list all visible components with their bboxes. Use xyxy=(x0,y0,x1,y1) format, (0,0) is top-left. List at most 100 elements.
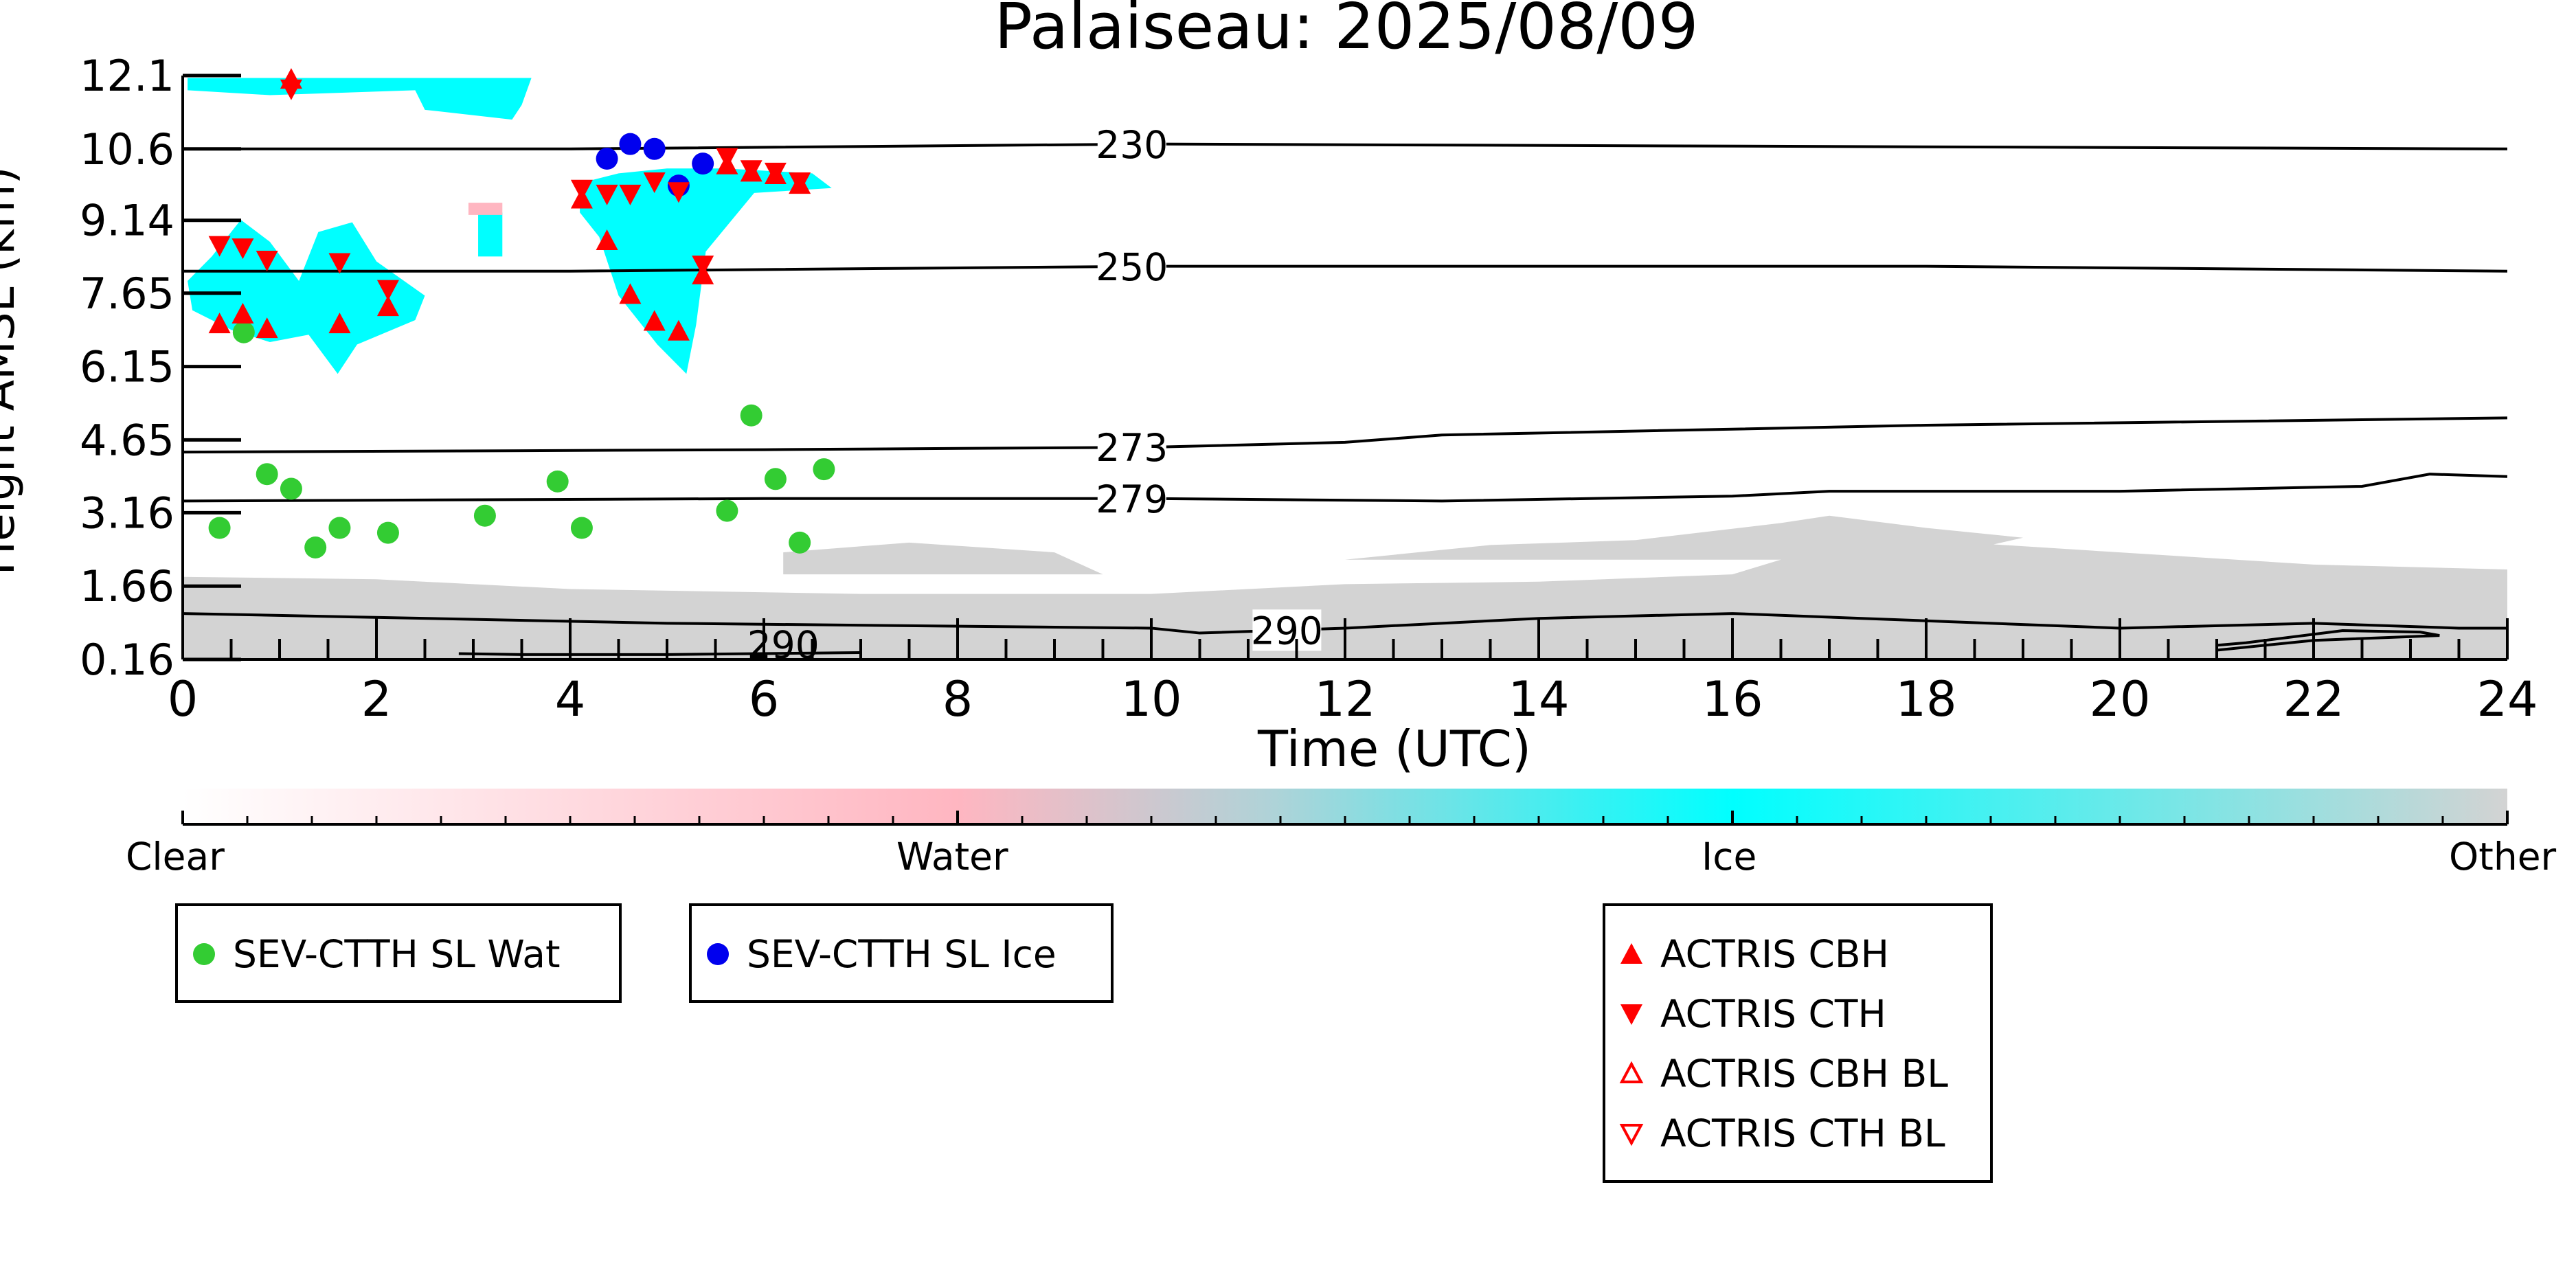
point-actris-cth xyxy=(764,162,787,183)
legend-item-sev-wat: SEV-CTTH SL Wat xyxy=(190,934,561,975)
y-tick-label: 6.15 xyxy=(80,342,174,392)
point-actris-cth xyxy=(789,172,811,194)
point-sev-ctth-sl-wat xyxy=(546,470,569,493)
other-field-patch xyxy=(783,542,1103,575)
point-sev-ctth-sl-wat xyxy=(716,499,738,522)
point-actris-cth xyxy=(280,79,302,100)
y-tick-label: 0.16 xyxy=(80,635,174,685)
other-field-patch xyxy=(1345,515,2023,560)
triangle-down-open-icon xyxy=(1618,1120,1645,1147)
legend-label: SEV-CTTH SL Wat xyxy=(233,932,561,976)
point-sev-ctth-sl-wat xyxy=(208,517,231,539)
legend-label: ACTRIS CBH BL xyxy=(1660,1052,1948,1096)
point-sev-ctth-sl-ice xyxy=(643,137,666,160)
point-sev-ctth-sl-wat xyxy=(570,517,593,539)
y-tick-label: 12.1 xyxy=(80,51,174,101)
ice-field-patch xyxy=(188,78,532,120)
point-actris-cth xyxy=(619,184,642,205)
point-actris-cth xyxy=(692,256,714,277)
triangle-up-icon xyxy=(1618,940,1645,968)
legend-item-actris-cth-bl: ACTRIS CTH BL xyxy=(1618,1113,1945,1154)
x-tick-label: 4 xyxy=(555,671,586,727)
y-tick-label: 1.66 xyxy=(80,561,174,611)
point-sev-ctth-sl-ice xyxy=(692,152,714,175)
colorbar-ticks xyxy=(181,811,2509,824)
legend-label: SEV-CTTH SL Ice xyxy=(747,932,1057,976)
legend-ice: SEV-CTTH SL Ice xyxy=(689,903,1114,1003)
point-actris-cbh xyxy=(256,317,278,339)
legend-label: ACTRIS CTH BL xyxy=(1660,1111,1945,1155)
point-sev-ctth-sl-wat xyxy=(789,531,811,554)
contour-label-279: 279 xyxy=(1096,477,1168,521)
point-sev-ctth-sl-wat xyxy=(740,404,762,427)
ice-field-patch xyxy=(478,212,503,257)
legend-water: SEV-CTTH SL Wat xyxy=(175,903,622,1003)
point-actris-cbh xyxy=(231,302,254,324)
x-tick-label: 16 xyxy=(1702,671,1763,727)
contour-line-230 xyxy=(183,142,2508,150)
ice-field-patch xyxy=(580,168,832,374)
y-axis-label: Height AMSL (km) xyxy=(0,167,25,576)
point-actris-cbh xyxy=(643,310,666,331)
triangle-up-open-icon xyxy=(1618,1060,1645,1087)
contour-line-279 xyxy=(182,473,2508,503)
x-tick-label: 22 xyxy=(2283,671,2344,727)
point-sev-ctth-sl-wat xyxy=(256,463,278,486)
colorbar-label-other: Other xyxy=(2449,835,2557,879)
point-sev-ctth-sl-ice xyxy=(619,133,642,155)
point-sev-ctth-sl-wat xyxy=(376,521,399,544)
point-actris-cth xyxy=(716,148,738,169)
x-tick-label: 2 xyxy=(361,671,392,727)
point-sev-ctth-sl-wat xyxy=(813,458,835,481)
blue-circle-icon xyxy=(704,940,732,968)
legend-item-actris-cth: ACTRIS CTH xyxy=(1618,993,1886,1035)
x-tick-label: 20 xyxy=(2089,671,2150,727)
triangle-down-icon xyxy=(1618,1000,1645,1028)
legend-item-sev-ice: SEV-CTTH SL Ice xyxy=(704,934,1057,975)
colorbar-label-clear: Clear xyxy=(126,835,225,879)
y-tick-label: 4.65 xyxy=(80,415,174,465)
point-sev-ctth-sl-ice xyxy=(596,148,618,170)
x-axis-label: Time (UTC) xyxy=(1257,720,1531,778)
chart-title: Palaiseau: 2025/08/09 xyxy=(995,0,1699,63)
point-actris-cbh xyxy=(376,295,399,317)
colorbar-label-water: Water xyxy=(896,835,1008,879)
point-sev-ctth-sl-wat xyxy=(473,504,496,527)
contour-label-bg xyxy=(1097,427,1166,468)
point-actris-cth xyxy=(740,160,762,181)
legend-item-actris-cbh-bl: ACTRIS CBH BL xyxy=(1618,1053,1948,1094)
point-actris-cth xyxy=(231,238,254,260)
marker-layer xyxy=(208,68,835,558)
y-tick-label: 3.16 xyxy=(80,488,174,538)
point-actris-cth xyxy=(570,179,593,201)
water-field-patch xyxy=(468,203,503,215)
legend-label: ACTRIS CBH xyxy=(1660,932,1889,976)
cloud-field-layer xyxy=(183,78,2507,659)
contour-label-230: 230 xyxy=(1096,123,1168,167)
point-actris-cbh xyxy=(328,313,351,334)
point-sev-ctth-sl-wat xyxy=(328,517,351,539)
point-actris-cbh xyxy=(667,319,690,341)
point-actris-cth xyxy=(256,250,278,271)
x-tick-label: 10 xyxy=(1120,671,1182,727)
legend-actris: ACTRIS CBH ACTRIS CTH ACTRIS CBH BL ACTR… xyxy=(1603,903,1993,1183)
contour-label-bg xyxy=(1252,609,1322,651)
point-actris-cth xyxy=(643,172,666,194)
contour-line-273 xyxy=(182,416,2508,454)
x-tick-label: 6 xyxy=(749,671,780,727)
contour-label-250: 250 xyxy=(1096,245,1168,289)
point-actris-cth xyxy=(208,236,231,257)
legend-item-actris-cbh: ACTRIS CBH xyxy=(1618,934,1889,975)
contour-label-bg xyxy=(1097,123,1166,165)
colorbar-label-ice: Ice xyxy=(1702,835,1757,879)
point-actris-cth xyxy=(667,182,690,203)
contour-label-273: 273 xyxy=(1096,426,1168,470)
y-tick-label: 10.6 xyxy=(80,124,174,174)
x-tick-label: 24 xyxy=(2476,671,2538,727)
point-sev-ctth-sl-wat xyxy=(280,477,302,500)
point-sev-ctth-sl-wat xyxy=(764,468,787,490)
point-sev-ctth-sl-wat xyxy=(232,321,255,343)
